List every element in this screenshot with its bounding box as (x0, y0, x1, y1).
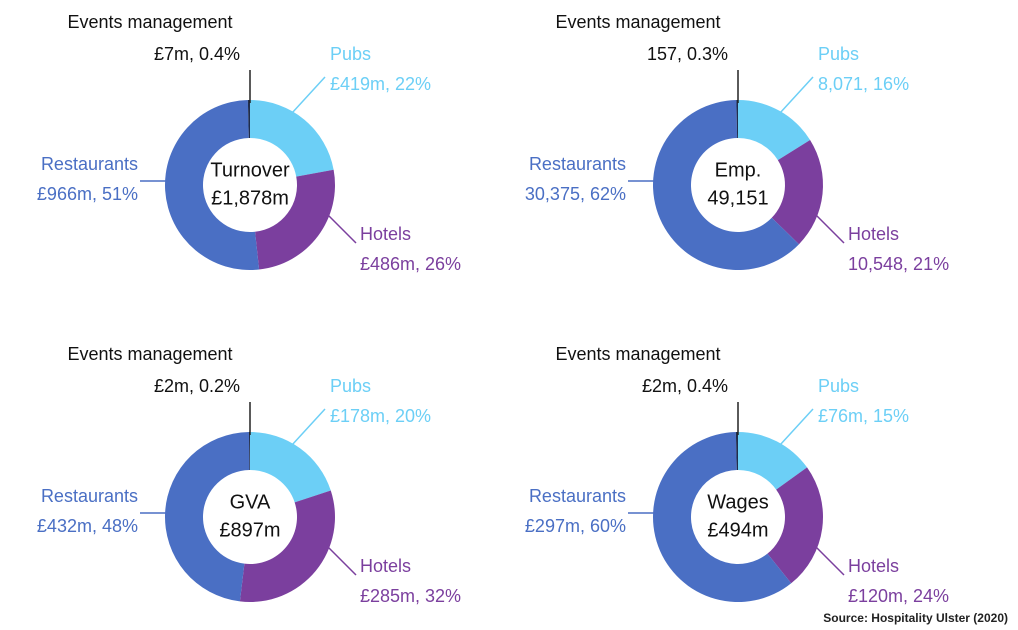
category-label: Restaurants (529, 154, 626, 174)
center-title: Wages (707, 491, 769, 513)
donut-slice (164, 432, 250, 602)
value-label: £178m, 20% (330, 406, 431, 426)
value-label: £419m, 22% (330, 74, 431, 94)
center-value: £897m (219, 519, 280, 541)
value-label: £7m, 0.4% (154, 44, 240, 64)
donut-slice (165, 100, 260, 270)
value-label: £297m, 60% (525, 516, 626, 536)
category-label: Restaurants (41, 154, 138, 174)
value-label: £76m, 15% (818, 406, 909, 426)
center-title: Turnover (210, 159, 290, 181)
donut-slice (738, 432, 808, 490)
leader-line (291, 76, 326, 114)
donut-slice (250, 100, 334, 177)
donut-slice (255, 169, 335, 270)
category-label: Pubs (330, 376, 371, 396)
value-label: £2m, 0.4% (642, 376, 728, 396)
center-title: GVA (230, 491, 271, 513)
category-label: Pubs (818, 376, 859, 396)
value-label: 157, 0.3% (647, 44, 728, 64)
value-label: £486m, 26% (360, 254, 461, 274)
value-label: 10,548, 21% (848, 254, 949, 274)
leader-line (291, 408, 326, 446)
category-label: Events management (67, 344, 232, 364)
center-value: 49,151 (707, 187, 768, 209)
value-label: £120m, 24% (848, 586, 949, 606)
category-label: Events management (555, 12, 720, 32)
value-label: 30,375, 62% (525, 184, 626, 204)
center-title: Emp. (715, 159, 762, 181)
donut-slice (247, 100, 250, 139)
leader-line (327, 546, 357, 576)
donut-slice (653, 432, 792, 602)
donut-slice (736, 100, 738, 139)
category-label: Restaurants (529, 486, 626, 506)
leader-line (327, 214, 357, 244)
value-label: £2m, 0.2% (154, 376, 240, 396)
donut-slice (738, 100, 811, 161)
category-label: Hotels (360, 556, 411, 576)
donut-slice (767, 467, 824, 584)
leader-line (815, 214, 845, 244)
category-label: Hotels (360, 224, 411, 244)
category-label: Events management (555, 344, 720, 364)
value-label: £285m, 32% (360, 586, 461, 606)
category-label: Hotels (848, 556, 899, 576)
value-label: 8,071, 16% (818, 74, 909, 94)
donut-slice (735, 432, 738, 471)
donut-slice (653, 100, 800, 270)
donut-slice (771, 139, 824, 245)
leader-line (779, 408, 814, 446)
category-label: Hotels (848, 224, 899, 244)
donut-slice (248, 432, 250, 471)
category-label: Events management (67, 12, 232, 32)
center-value: £494m (707, 519, 768, 541)
leader-line (779, 76, 814, 114)
center-value: £1,878m (211, 187, 289, 209)
category-label: Pubs (818, 44, 859, 64)
source: Source: Hospitality Ulster (2020) (823, 611, 1008, 625)
donut-slice (239, 490, 335, 603)
category-label: Restaurants (41, 486, 138, 506)
value-label: £432m, 48% (37, 516, 138, 536)
donut-slice (250, 432, 331, 503)
value-label: £966m, 51% (37, 184, 138, 204)
leader-line (815, 546, 845, 576)
category-label: Pubs (330, 44, 371, 64)
